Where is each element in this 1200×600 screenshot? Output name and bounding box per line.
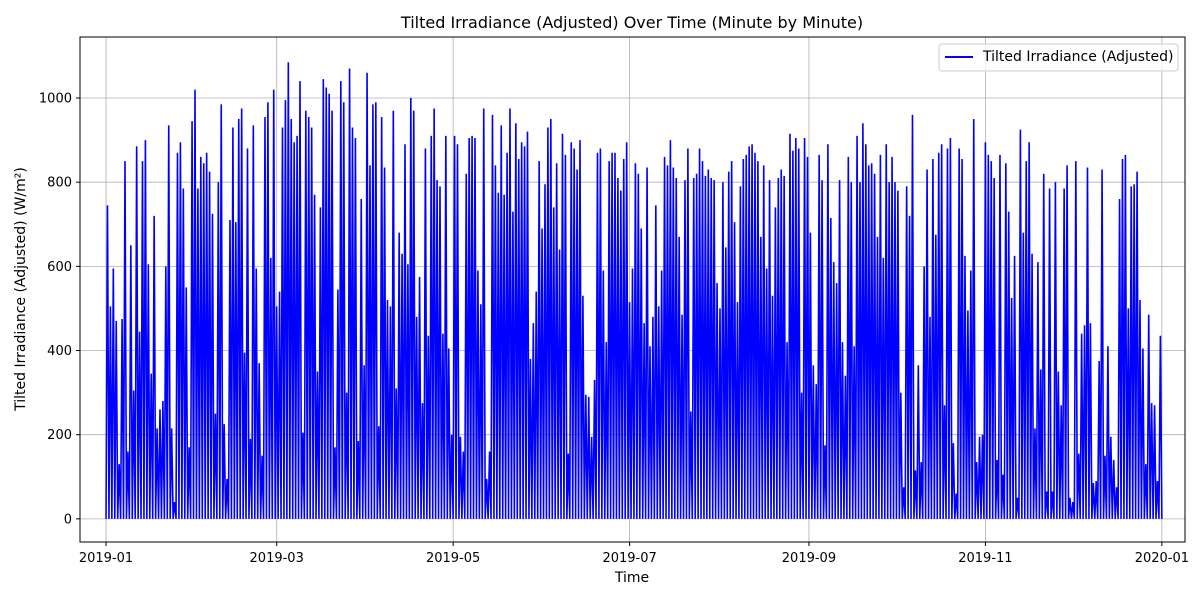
y-tick-label: 0 [64,512,72,527]
legend-label: Tilted Irradiance (Adjusted) [982,49,1174,65]
x-axis-title: Time [614,570,649,586]
x-tick-label: 2019-03 [250,551,304,566]
x-tick-label: 2019-09 [782,551,836,566]
y-tick-label: 800 [47,176,72,191]
y-tick-label: 400 [47,344,72,359]
y-tick-label: 200 [47,428,72,443]
x-axis: 2019-01 2019-03 2019-05 2019-07 2019-09 2019-… [79,542,1189,566]
legend: Tilted Irradiance (Adjusted) [938,43,1179,72]
series-group [105,62,1163,519]
x-tick-label: 2020-01 [1135,551,1189,566]
y-axis-title: Tilted Irradiance (Adjusted) (W/m²) [13,167,29,412]
y-tick-label: 1000 [39,92,72,107]
x-tick-label: 2019-07 [602,551,656,566]
y-axis: 0 200 400 600 800 1000 [39,92,80,527]
x-tick-label: 2019-01 [79,551,133,566]
series-line [105,62,1163,519]
x-tick-label: 2019-05 [426,551,480,566]
x-tick-label: 2019-11 [958,551,1012,566]
chart-title: Tilted Irradiance (Adjusted) Over Time (… [400,13,863,32]
y-tick-label: 600 [47,260,72,275]
plot-frame [79,36,1186,543]
legend-box [938,43,1179,72]
